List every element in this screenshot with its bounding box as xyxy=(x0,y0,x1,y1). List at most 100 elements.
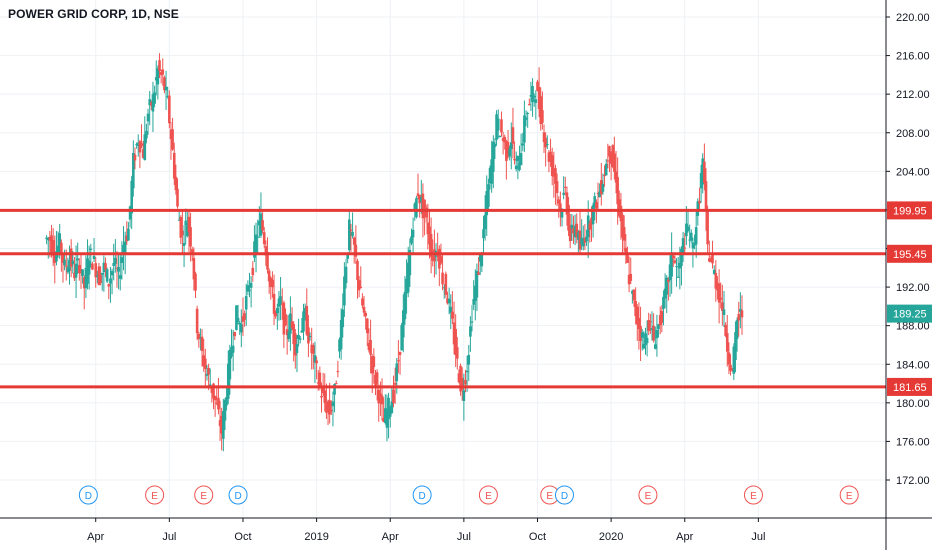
candle-body xyxy=(58,233,61,254)
x-tick-label: 2020 xyxy=(599,531,623,543)
candle-body xyxy=(99,274,102,284)
candle-body xyxy=(154,77,158,81)
candle-body xyxy=(621,214,624,238)
candle-body xyxy=(105,269,109,282)
x-tick-label: 2019 xyxy=(304,531,328,543)
dividend-event-marker[interactable] xyxy=(412,485,432,505)
candle-body xyxy=(488,167,492,184)
candle-body xyxy=(523,115,526,143)
dividend-event-marker[interactable] xyxy=(78,485,98,505)
candle-body xyxy=(514,165,518,170)
candle-body xyxy=(665,277,669,295)
candle-body xyxy=(560,210,564,218)
candle-body xyxy=(699,173,703,189)
event-marker-label: E xyxy=(200,491,207,502)
candle-body xyxy=(307,327,310,344)
earnings-event-marker[interactable] xyxy=(194,485,214,505)
candle-body xyxy=(581,238,585,247)
candle-body xyxy=(361,298,364,306)
candle-body xyxy=(143,134,147,160)
dividend-event-marker[interactable] xyxy=(554,485,574,505)
candle-body xyxy=(546,144,549,146)
candle-body xyxy=(92,255,96,259)
candle-body xyxy=(330,409,333,412)
candle-body xyxy=(431,256,435,261)
candle-body xyxy=(532,95,536,98)
candle-body xyxy=(253,241,256,258)
earnings-event-marker[interactable] xyxy=(839,485,859,505)
candle-body xyxy=(716,282,719,291)
candle-body xyxy=(357,280,361,291)
candle-body xyxy=(549,151,552,162)
candle-body xyxy=(429,233,433,257)
candle-body xyxy=(262,232,266,245)
candle-body xyxy=(609,152,613,164)
candle-body xyxy=(575,223,579,238)
candle-body xyxy=(213,396,217,401)
candle-body xyxy=(384,408,387,423)
candle-body xyxy=(694,227,698,245)
candle-body xyxy=(222,411,225,439)
candle-body xyxy=(110,271,114,276)
candle-body xyxy=(251,267,255,276)
candle-body xyxy=(686,226,690,231)
candle-body xyxy=(192,257,196,280)
candle-body xyxy=(475,271,479,298)
level-tag xyxy=(887,244,932,263)
candle-body xyxy=(438,248,441,269)
earnings-event-marker[interactable] xyxy=(478,485,498,505)
y-tick-label: 184.00 xyxy=(896,359,930,371)
candle-body xyxy=(297,334,300,339)
candle-body xyxy=(114,257,117,264)
earnings-event-marker[interactable] xyxy=(743,485,763,505)
candle-body xyxy=(500,119,503,133)
candle-body xyxy=(717,283,721,303)
candle-body xyxy=(205,373,209,376)
candle-body xyxy=(225,397,228,406)
candle-body xyxy=(567,205,570,231)
candle-body xyxy=(737,314,741,321)
candle-body xyxy=(671,255,675,259)
candle-body xyxy=(269,277,273,287)
candle-body xyxy=(473,285,477,301)
candle-body xyxy=(359,286,363,289)
candle-body xyxy=(541,110,544,123)
candle-body xyxy=(115,267,119,269)
candle-body xyxy=(739,309,742,312)
candle-body xyxy=(204,358,207,369)
candle-body xyxy=(626,252,629,263)
candle-body xyxy=(187,216,191,232)
level-tag xyxy=(887,201,932,220)
candle-body xyxy=(76,258,80,261)
candle-body xyxy=(331,401,335,407)
candle-body xyxy=(508,148,511,157)
candle-body xyxy=(691,242,695,249)
earnings-event-marker[interactable] xyxy=(145,485,165,505)
candle-body xyxy=(164,86,168,91)
candle-body xyxy=(529,95,533,97)
candle-body xyxy=(82,277,86,289)
candle-body xyxy=(231,345,235,353)
candle-body xyxy=(197,333,201,339)
candle-body xyxy=(667,279,670,282)
level-tag-label: 181.65 xyxy=(893,382,927,394)
candle-body xyxy=(292,323,295,345)
event-marker-label: E xyxy=(151,491,158,502)
candle-body xyxy=(96,275,99,278)
candle-body xyxy=(735,320,739,339)
candle-body xyxy=(662,296,665,310)
candle-body xyxy=(622,226,626,241)
candle-body xyxy=(294,333,297,356)
candle-body xyxy=(392,389,395,403)
candle-body xyxy=(398,352,402,355)
candle-body xyxy=(379,393,382,397)
candle-body xyxy=(153,92,156,104)
candle-body xyxy=(442,287,446,289)
candle-body xyxy=(734,332,737,361)
candle-body xyxy=(97,266,101,286)
dividend-event-marker[interactable] xyxy=(228,485,248,505)
candle-body xyxy=(516,155,520,162)
candle-body xyxy=(706,209,709,245)
earnings-event-marker[interactable] xyxy=(638,485,658,505)
candle-body xyxy=(421,193,425,219)
